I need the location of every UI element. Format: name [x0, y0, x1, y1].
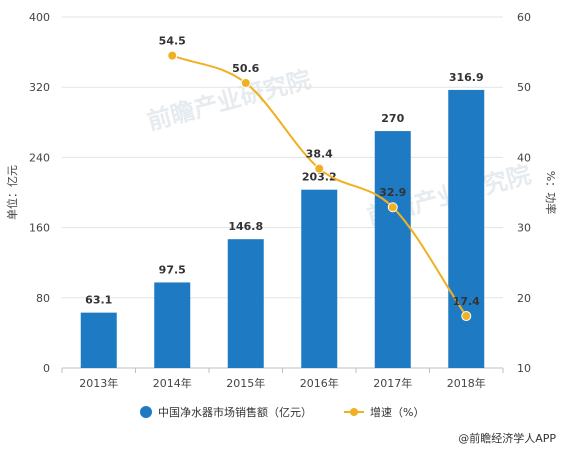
line-point-2017年: [387, 202, 398, 213]
bar-2018年: [448, 89, 485, 368]
y2-tick-label: 30: [517, 222, 531, 235]
y2-tick-label: 20: [517, 292, 531, 305]
bar-value-label: 316.9: [449, 71, 484, 84]
bar-2015年: [227, 239, 264, 368]
bar-2016年: [301, 189, 338, 368]
legend-bar-label: 中国净水器市场销售额（亿元）: [158, 405, 312, 419]
legend-line-marker: [350, 408, 358, 416]
line-value-label: 32.9: [379, 186, 406, 199]
y-tick-label: 240: [29, 151, 50, 164]
x-tick-label: 2016年: [300, 376, 339, 390]
line-point-2016年: [314, 163, 325, 174]
x-tick-label: 2017年: [373, 376, 412, 390]
x-tick-label: 2018年: [447, 376, 486, 390]
y-tick-label: 400: [29, 11, 50, 24]
bar-2013年: [80, 312, 117, 368]
bar-2017年: [374, 131, 411, 368]
y2-axis-title: %：功率: [544, 171, 558, 214]
y2-tick-label: 40: [517, 151, 531, 164]
line-point-2014年: [167, 50, 178, 61]
line-value-label: 38.4: [306, 148, 333, 161]
watermark-0: 前瞻产业研究院: [144, 65, 314, 136]
bar-2014年: [154, 282, 191, 368]
x-tick-label: 2013年: [79, 376, 118, 390]
legend-bar-swatch: [140, 406, 152, 418]
y-tick-label: 160: [29, 222, 50, 235]
legend: 中国净水器市场销售额（亿元） 增速（%）: [140, 405, 424, 419]
x-tick-label: 2014年: [153, 376, 192, 390]
bar-value-label: 97.5: [159, 263, 186, 276]
line-value-label: 50.6: [232, 62, 259, 75]
y-tick-label: 0: [43, 362, 50, 375]
bar-value-label: 63.1: [85, 294, 112, 307]
y2-tick-label: 50: [517, 81, 531, 94]
line-point-2015年: [240, 77, 251, 88]
line-series: 54.5 50.6 38.4 32.9 17.4: [159, 35, 480, 322]
line-point-2018年: [461, 311, 472, 322]
line-value-label: 17.4: [453, 295, 480, 308]
axes: 0 80 160 240 320 400 10 20 30 40 50 60 单位：亿元 %：功率 2013…: [5, 11, 558, 390]
source-credit: @前瞻经济学人APP: [458, 431, 556, 445]
x-tick-label: 2015年: [226, 376, 265, 390]
y-axis-title: 单位：亿元: [5, 165, 19, 220]
bar-value-label: 270: [381, 112, 404, 125]
y-tick-label: 80: [36, 292, 50, 305]
bar-value-label: 146.8: [228, 220, 263, 233]
y-tick-label: 320: [29, 81, 50, 94]
y2-tick-label: 10: [517, 362, 531, 375]
legend-line-label: 增速（%）: [370, 405, 424, 419]
y2-tick-label: 60: [517, 11, 531, 24]
line-value-label: 54.5: [159, 35, 186, 48]
